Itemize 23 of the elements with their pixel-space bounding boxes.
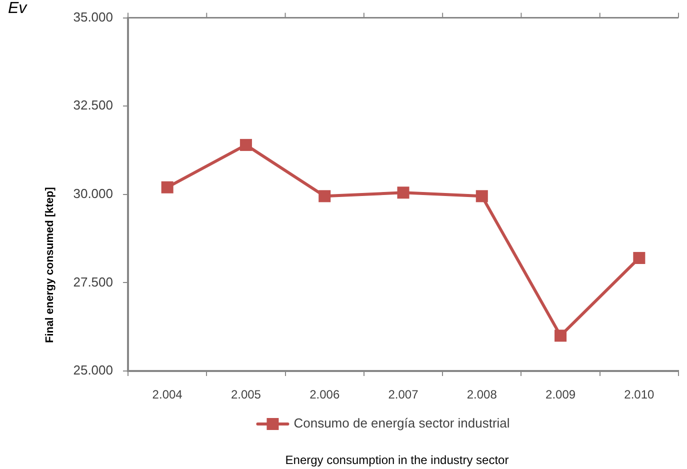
y-tick-label: 25.000: [73, 362, 113, 378]
legend-label: Consumo de energía sector industrial: [294, 416, 510, 431]
y-tick-label: 30.000: [73, 186, 113, 201]
x-tick-label: 2.006: [310, 388, 340, 402]
y-tick-label: 27.500: [73, 274, 113, 290]
x-tick-label: 2.010: [624, 388, 655, 402]
point: [476, 190, 488, 202]
point: [318, 190, 331, 202]
text: Energy consumption in the industry sector: [284, 453, 510, 467]
y-tick-label: 32.500: [73, 98, 113, 113]
chart-title: Ev: [8, 0, 27, 18]
x-tick-label: 2.005: [230, 388, 262, 402]
x-tick-label: 2.004: [152, 388, 183, 402]
y-tick-label: 35.000: [73, 9, 113, 24]
point: [161, 181, 174, 194]
x-tick-label: 2.009: [546, 388, 576, 402]
point: [554, 330, 567, 342]
point: [633, 252, 646, 264]
point: [397, 186, 410, 199]
point: [240, 138, 252, 151]
x-tick-label: 2.007: [388, 388, 419, 402]
x-tick-label: 2.008: [466, 388, 498, 402]
y-axis-title: Final energy consumed [ktep]: [44, 186, 56, 343]
